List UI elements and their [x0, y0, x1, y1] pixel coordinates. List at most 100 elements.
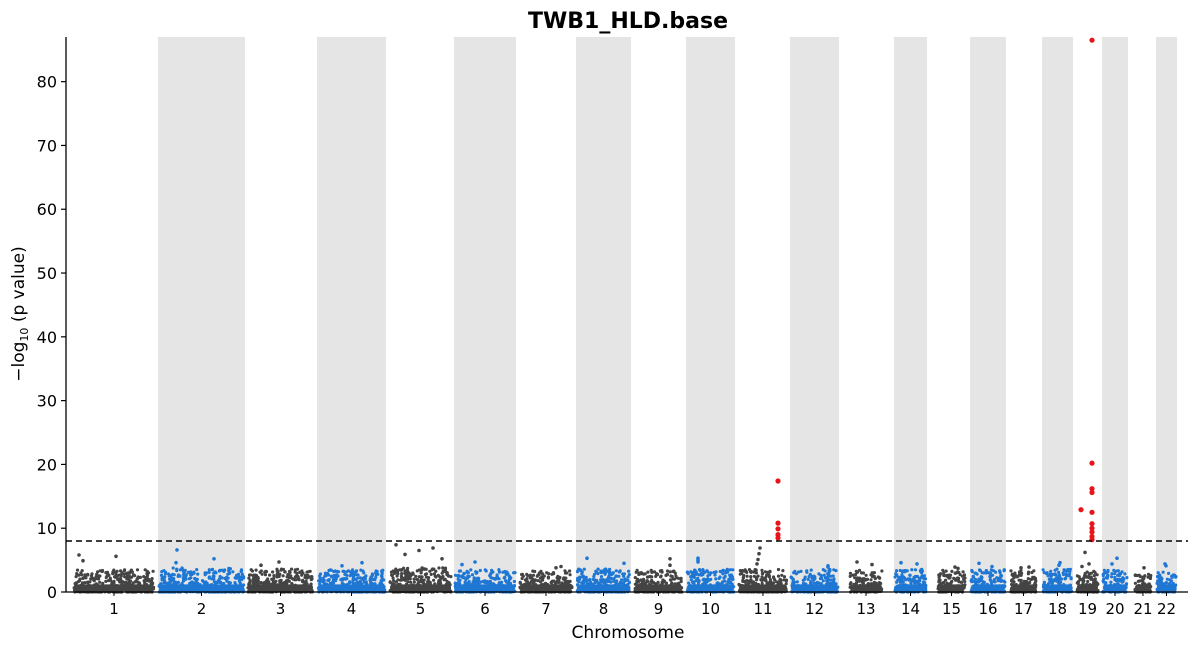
snp-point [392, 579, 396, 583]
snp-point [342, 569, 346, 574]
snp-peak-point [417, 548, 421, 553]
snp-point [942, 571, 946, 575]
snp-point [391, 569, 395, 573]
snp-point [289, 567, 294, 571]
snp-point [227, 580, 231, 585]
snp-point [627, 573, 631, 577]
snp-point [1003, 580, 1007, 584]
snp-point [279, 578, 283, 583]
snp-point [1067, 572, 1072, 577]
snp-point [187, 577, 192, 581]
snp-point [1093, 570, 1097, 575]
y-tick-label: 50 [37, 264, 57, 283]
snp-point [1012, 572, 1017, 576]
snp-point [646, 570, 650, 574]
snp-point [322, 580, 326, 585]
snp-point [95, 572, 99, 576]
snp-point [525, 577, 529, 581]
snp-point [1143, 574, 1147, 578]
snp-peak-point [174, 560, 178, 565]
snp-point [184, 577, 188, 581]
snp-point [122, 569, 126, 573]
snp-point [441, 575, 445, 579]
snp-point [908, 573, 912, 577]
snp-point [639, 578, 643, 582]
snp-point [392, 571, 397, 576]
snp-point [1055, 579, 1059, 583]
snp-peak-point [1027, 565, 1031, 569]
snp-point [792, 581, 796, 585]
snp-peak-point [1142, 566, 1146, 570]
snp-point [806, 577, 810, 582]
snp-point [807, 574, 811, 579]
snp-point [650, 575, 654, 579]
snp-point [971, 574, 975, 578]
significant-snp-point [1078, 507, 1084, 513]
snp-point [712, 570, 716, 575]
snp-peak-point [668, 563, 672, 567]
snp-point [635, 581, 639, 585]
snp-point [212, 580, 216, 584]
snp-point [627, 569, 631, 573]
y-tick-label: 0 [47, 583, 57, 602]
snp-point [176, 580, 180, 585]
snp-peak-point [956, 566, 960, 571]
snp-point [379, 579, 383, 583]
snp-point [637, 572, 641, 577]
snp-point [207, 576, 211, 580]
snp-point [356, 573, 360, 577]
snp-point [396, 578, 400, 582]
significant-snp-point [775, 535, 781, 541]
snp-point [685, 570, 690, 574]
snp-point [696, 576, 700, 580]
snp-point [859, 571, 864, 575]
snp-point [1165, 577, 1169, 581]
snp-point [276, 575, 280, 579]
significant-snp-point [775, 478, 781, 484]
snp-point [1133, 573, 1138, 578]
snp-point [117, 579, 121, 583]
snp-point [782, 575, 787, 579]
snp-point [541, 572, 545, 576]
snp-point [295, 571, 299, 575]
snp-point [622, 572, 627, 576]
snp-point [348, 580, 352, 584]
snp-point [189, 570, 193, 574]
snp-point [812, 581, 816, 585]
snp-point [142, 579, 146, 583]
snp-point [645, 579, 649, 583]
snp-point [263, 573, 268, 577]
snp-point [1065, 569, 1069, 573]
snp-peak-point [460, 562, 464, 567]
snp-point [283, 570, 287, 574]
snp-point [823, 569, 827, 573]
snp-point [1120, 579, 1125, 583]
snp-point [525, 572, 529, 577]
snp-point [584, 575, 588, 580]
snp-point [659, 574, 663, 578]
significant-snp-point [775, 526, 781, 532]
snp-point [536, 579, 540, 583]
snp-point [531, 573, 536, 577]
snp-point [878, 576, 882, 580]
snp-point [982, 571, 986, 575]
chromosome-points-14 [893, 560, 928, 594]
snp-point [370, 573, 375, 577]
snp-point [767, 574, 771, 578]
snp-point [794, 572, 799, 576]
snp-point [326, 573, 331, 577]
snp-point [618, 580, 623, 584]
snp-density-band [850, 584, 882, 591]
snp-point [595, 570, 599, 575]
chromosome-band-2 [158, 37, 245, 592]
snp-point [1121, 577, 1125, 581]
snp-point [984, 571, 988, 575]
snp-point [705, 569, 709, 573]
snp-point [920, 567, 924, 572]
snp-point [822, 573, 826, 577]
snp-point [654, 574, 658, 579]
snp-point [752, 574, 756, 578]
snp-point [704, 579, 709, 583]
snp-point [963, 580, 967, 584]
snp-point [1034, 579, 1038, 583]
